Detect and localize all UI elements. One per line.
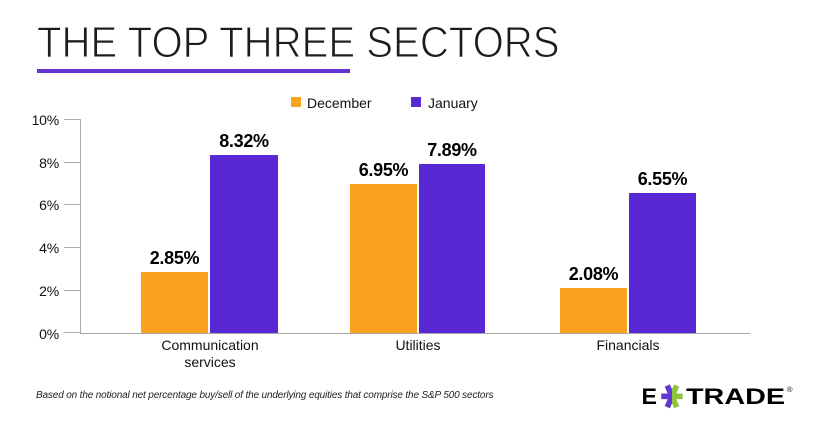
svg-text:TRADE: TRADE [686, 384, 785, 409]
svg-text:®: ® [787, 385, 793, 394]
svg-text:E: E [642, 384, 658, 409]
